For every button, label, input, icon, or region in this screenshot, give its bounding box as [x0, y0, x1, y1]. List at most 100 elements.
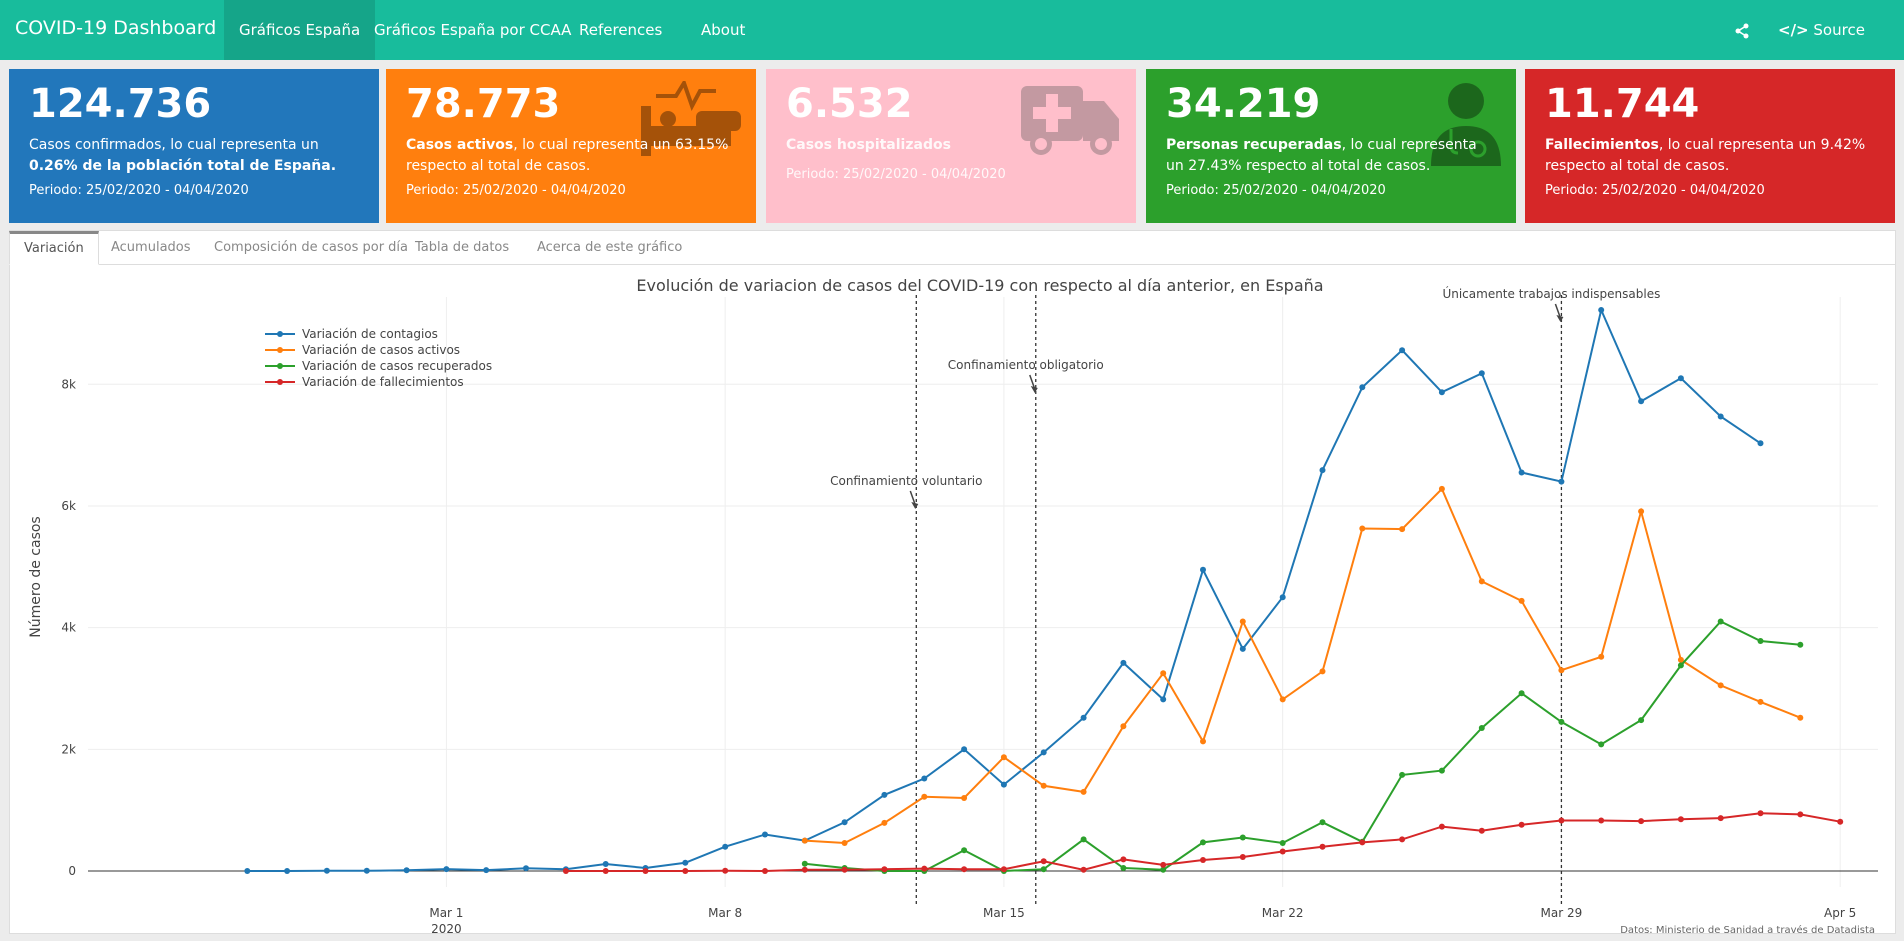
annotation-arrowhead: [911, 502, 919, 509]
data-point: [523, 865, 529, 872]
data-point: [1757, 638, 1764, 644]
data-point: [1518, 690, 1525, 697]
data-point: [1160, 670, 1167, 677]
y-tick-label: 6k: [61, 499, 76, 513]
data-point: [1080, 836, 1087, 843]
value-box-description: Casos confirmados, lo cual representa un…: [29, 135, 359, 177]
value-box-period: Periodo: 25/02/2020 - 04/04/2020: [406, 183, 626, 198]
legend-label: Variación de fallecimientos: [302, 375, 464, 389]
data-point: [1478, 725, 1485, 731]
data-point: [1120, 659, 1127, 666]
tab-acerca[interactable]: Acerca de este gráfico: [537, 240, 683, 255]
data-point: [1000, 754, 1007, 761]
data-point: [1040, 749, 1047, 756]
annotation-arrow: [909, 490, 917, 506]
desc-highlight: Casos activos: [406, 137, 514, 153]
annotation-arrow: [1029, 374, 1036, 390]
chart-title: Evolución de variacion de casos del COVI…: [636, 276, 1323, 295]
activos-icon: [636, 78, 746, 165]
tab-tabla-datos[interactable]: Tabla de datos: [415, 240, 510, 255]
data-point: [1677, 375, 1684, 382]
data-point: [1399, 347, 1406, 354]
data-point: [1757, 698, 1764, 705]
data-point: [1837, 818, 1844, 825]
data-point: [483, 867, 490, 874]
tab-composicion[interactable]: Composición de casos por día: [214, 240, 409, 255]
nav-graficos-ccaa[interactable]: Gráficos España por CCAA: [374, 21, 572, 39]
data-point: [1359, 839, 1366, 846]
data-point: [1598, 307, 1605, 313]
data-point: [1080, 714, 1087, 721]
data-point: [1757, 440, 1764, 447]
desc-highlight: Fallecimientos: [1545, 137, 1659, 153]
value-box-recuperados: 34.219 Personas recuperadas, lo cual repr…: [1146, 69, 1516, 223]
data-point: [1160, 866, 1167, 873]
data-point: [1000, 781, 1007, 788]
data-point: [1438, 389, 1445, 396]
data-point: [1717, 618, 1724, 625]
data-point: [1319, 843, 1326, 850]
desc-highlight: Casos hospitalizados: [786, 137, 951, 153]
nav-graficos-espana[interactable]: Gráficos España: [224, 0, 376, 60]
data-point: [1677, 662, 1684, 669]
data-point: [921, 793, 928, 800]
value-box-value: 6.532: [786, 81, 913, 127]
data-point: [1717, 413, 1724, 420]
data-point: [1677, 816, 1684, 823]
series-line-2: [804, 487, 1801, 845]
x-tick-label: Mar 22: [1262, 906, 1304, 920]
data-point: [841, 840, 848, 846]
data-point: [881, 866, 888, 873]
legend-swatch-dot: [277, 379, 283, 385]
legend-label: Variación de contagios: [302, 327, 438, 341]
data-point: [1200, 566, 1206, 573]
line-chart[interactable]: Evolución de variacion de casos del COVI…: [10, 267, 1895, 933]
data-point: [1638, 717, 1645, 724]
data-point: [1359, 384, 1366, 391]
data-point: [642, 868, 649, 874]
data-point: [1239, 618, 1246, 625]
data-point: [1319, 668, 1326, 675]
data-point: [722, 843, 729, 850]
x-tick-label: Mar 1: [429, 906, 463, 920]
data-point: [562, 868, 569, 874]
annotation-label: Confinamiento voluntario: [830, 474, 982, 488]
value-box-confirmados: 124.736 Casos confirmados, lo cual repres…: [9, 69, 379, 223]
brand-title[interactable]: COVID-19 Dashboard: [15, 17, 217, 39]
annotation-label: Únicamente trabajos indispensables: [1442, 286, 1660, 301]
x-tick-label: Apr 5: [1824, 906, 1856, 920]
tab-variacion[interactable]: Variación: [9, 231, 99, 265]
value-box-fallecimientos: 11.744 Fallecimientos, lo cual representa…: [1525, 69, 1895, 223]
value-box-period: Periodo: 25/02/2020 - 04/04/2020: [1166, 183, 1386, 198]
desc-post: , lo cual representa un 63.15% respecto …: [406, 137, 729, 174]
data-point: [1598, 653, 1605, 660]
data-point: [1438, 823, 1445, 830]
data-point: [403, 867, 410, 874]
tab-acumulados[interactable]: Acumulados: [111, 240, 191, 255]
data-point: [1239, 854, 1246, 860]
legend-swatch-dot: [277, 331, 283, 337]
data-point: [1478, 578, 1485, 585]
data-point: [1399, 771, 1406, 778]
nav-references[interactable]: References: [579, 21, 663, 39]
desc-post: , lo cual representa un 9.42% respecto a…: [1545, 137, 1866, 174]
data-point: [1319, 819, 1326, 826]
legend-label: Variación de casos recuperados: [302, 359, 492, 373]
data-point: [1279, 696, 1286, 703]
data-point: [1000, 866, 1007, 873]
data-point: [1478, 827, 1485, 834]
data-point: [801, 837, 808, 844]
data-point: [1080, 788, 1087, 795]
value-box-hospitalizados: 6.532 Casos hospitalizados Periodo: 25/02/…: [766, 69, 1136, 223]
data-point: [1239, 645, 1246, 652]
data-point: [1717, 682, 1724, 689]
data-point: [1757, 810, 1764, 817]
data-point: [1399, 836, 1406, 843]
legend-swatch-dot: [277, 363, 283, 369]
value-box-value: 34.219: [1166, 81, 1321, 127]
share-icon[interactable]: [1734, 0, 1750, 60]
series-line-3: [804, 620, 1801, 873]
source-code-link[interactable]: </> Source Code: [1778, 0, 1904, 99]
nav-about[interactable]: About: [701, 21, 746, 39]
data-point: [881, 791, 888, 798]
